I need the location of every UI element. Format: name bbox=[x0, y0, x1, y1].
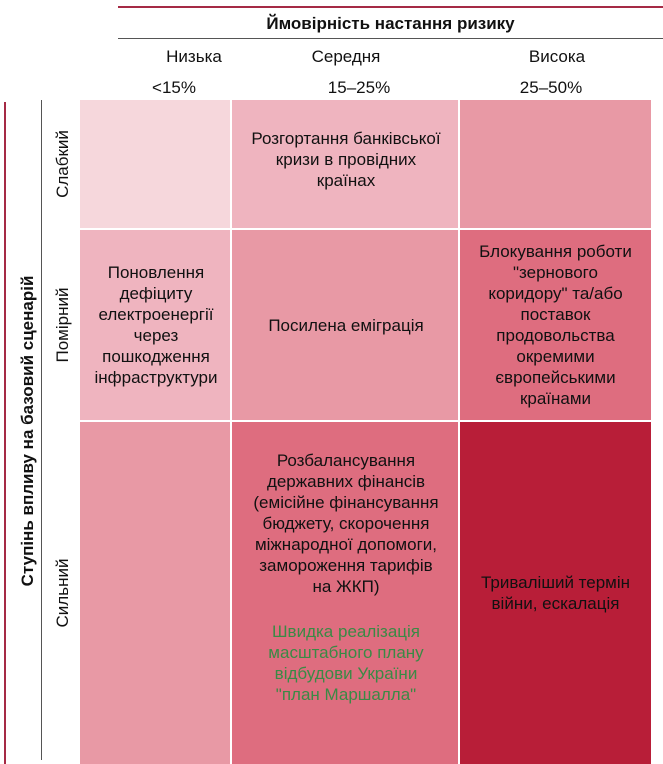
column-name-low: Низька bbox=[166, 47, 222, 66]
probability-title-rule bbox=[118, 38, 663, 39]
cell-weak-high bbox=[460, 100, 651, 228]
cell-moderate-medium-text: Посилена еміграція bbox=[268, 315, 424, 335]
impact-title-rule bbox=[41, 100, 42, 760]
cell-weak-medium-text: Розгортання банківської кризи в провідни… bbox=[251, 129, 441, 190]
row-label-weak-wrap: Слабкий bbox=[48, 100, 78, 228]
grid-separator-col-1 bbox=[230, 100, 232, 764]
cell-strong-low bbox=[80, 422, 232, 764]
column-range-high: 25–50% bbox=[519, 78, 583, 97]
grid-separator-row-2 bbox=[80, 420, 651, 422]
row-label-weak: Слабкий bbox=[53, 130, 72, 198]
cell-strong-high: Триваліший термін війни, ескалація bbox=[460, 422, 651, 764]
cell-strong-medium-text: Розбалансування державних фінансів (еміс… bbox=[253, 451, 439, 596]
cell-strong-medium-positive-text: Швидка реалізація масштабного плану відб… bbox=[268, 622, 424, 704]
cell-weak-low bbox=[80, 100, 232, 228]
grid-separator-row-1 bbox=[80, 228, 651, 230]
cell-weak-medium: Розгортання банківської кризи в провідни… bbox=[232, 100, 460, 228]
left-accent-line bbox=[4, 102, 6, 764]
column-range-medium: 15–25% bbox=[327, 78, 391, 97]
row-label-strong-wrap: Сильний bbox=[48, 422, 78, 764]
row-label-moderate-wrap: Помірний bbox=[48, 230, 78, 420]
cell-moderate-medium: Посилена еміграція bbox=[232, 230, 460, 420]
cell-moderate-low: Поновлення дефіциту електроенергії через… bbox=[80, 230, 232, 420]
cell-strong-medium: Розбалансування державних фінансів (еміс… bbox=[232, 422, 460, 764]
impact-axis-title-wrap: Ступінь впливу на базовий сценарій bbox=[16, 102, 40, 760]
cell-moderate-low-text: Поновлення дефіциту електроенергії через… bbox=[94, 263, 218, 387]
cell-moderate-high: Блокування роботи "зернового коридору" т… bbox=[460, 230, 651, 420]
grid-separator-col-2 bbox=[458, 100, 460, 764]
cell-moderate-high-text: Блокування роботи "зернового коридору" т… bbox=[479, 242, 632, 408]
probability-axis-title: Ймовірність настання ризику bbox=[266, 14, 515, 33]
column-range-low: <15% bbox=[152, 78, 196, 97]
column-name-medium: Середня bbox=[311, 47, 381, 66]
row-label-moderate: Помірний bbox=[53, 287, 72, 363]
cell-strong-high-text: Триваліший термін війни, ескалація bbox=[480, 573, 631, 613]
row-label-strong: Сильний bbox=[53, 558, 72, 628]
top-accent-line bbox=[118, 6, 663, 8]
impact-axis-title: Ступінь впливу на базовий сценарій bbox=[18, 275, 37, 587]
column-name-high: Висока bbox=[528, 47, 586, 66]
